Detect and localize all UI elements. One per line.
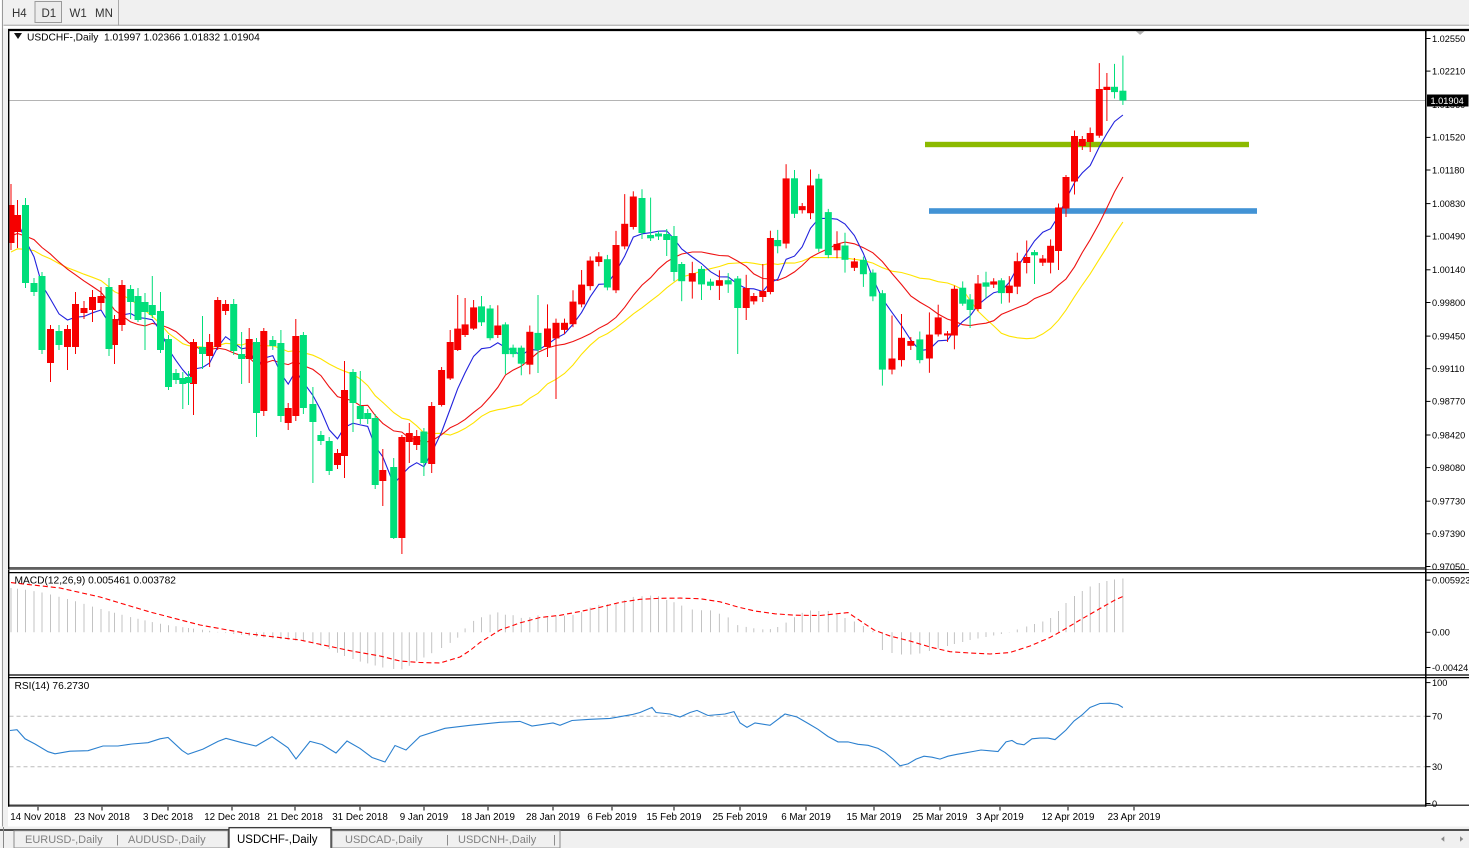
svg-text:23 Nov 2018: 23 Nov 2018 — [74, 812, 130, 823]
svg-text:70: 70 — [1432, 712, 1442, 722]
svg-text:0.005923: 0.005923 — [1432, 575, 1469, 585]
svg-text:1.00490: 1.00490 — [1432, 232, 1465, 242]
svg-text:23 Apr 2019: 23 Apr 2019 — [1108, 812, 1161, 823]
svg-text:1.00830: 1.00830 — [1432, 199, 1465, 209]
svg-text:1.01904: 1.01904 — [1431, 96, 1464, 106]
svg-text:MACD(12,26,9) 0.005461 0.00378: MACD(12,26,9) 0.005461 0.003782 — [15, 576, 177, 587]
svg-text:6 Feb 2019: 6 Feb 2019 — [587, 812, 637, 823]
svg-text:|: | — [116, 834, 119, 846]
svg-text:|: | — [553, 834, 556, 846]
svg-text:12 Dec 2018: 12 Dec 2018 — [204, 812, 260, 823]
svg-text:D1: D1 — [42, 8, 57, 20]
svg-text:6 Mar 2019: 6 Mar 2019 — [781, 812, 831, 823]
svg-text:0.99110: 0.99110 — [1432, 364, 1465, 374]
svg-text:USDCHF-,Daily 1.01997 1.02366: USDCHF-,Daily 1.01997 1.02366 1.01832 1.… — [27, 33, 260, 44]
svg-text:0.00: 0.00 — [1432, 628, 1450, 638]
svg-text:9 Jan 2019: 9 Jan 2019 — [400, 812, 448, 823]
svg-text:25 Mar 2019: 25 Mar 2019 — [912, 812, 967, 823]
svg-text:1.00140: 1.00140 — [1432, 265, 1465, 275]
svg-text:MN: MN — [95, 8, 113, 20]
svg-text:28 Jan 2019: 28 Jan 2019 — [526, 812, 580, 823]
svg-text:1.01180: 1.01180 — [1432, 165, 1465, 175]
svg-text:1.01520: 1.01520 — [1432, 133, 1465, 143]
svg-text:1.02210: 1.02210 — [1432, 66, 1465, 76]
svg-text:|: | — [446, 834, 449, 846]
svg-text:W1: W1 — [70, 8, 87, 20]
svg-text:0.99450: 0.99450 — [1432, 331, 1465, 341]
svg-text:15 Mar 2019: 15 Mar 2019 — [846, 812, 901, 823]
svg-text:14 Nov 2018: 14 Nov 2018 — [10, 812, 66, 823]
svg-text:AUDUSD-,Daily: AUDUSD-,Daily — [128, 834, 206, 846]
svg-text:0.98420: 0.98420 — [1432, 430, 1465, 440]
svg-text:1.02550: 1.02550 — [1432, 34, 1465, 44]
svg-text:30: 30 — [1432, 762, 1442, 772]
svg-text:31 Dec 2018: 31 Dec 2018 — [332, 812, 388, 823]
svg-text:3 Apr 2019: 3 Apr 2019 — [976, 812, 1023, 823]
svg-text:3 Dec 2018: 3 Dec 2018 — [143, 812, 194, 823]
svg-text:15 Feb 2019: 15 Feb 2019 — [646, 812, 701, 823]
svg-text:0.97390: 0.97390 — [1432, 529, 1465, 539]
svg-text:0.98770: 0.98770 — [1432, 397, 1465, 407]
svg-text:0.97730: 0.97730 — [1432, 497, 1465, 507]
svg-text:0.97050: 0.97050 — [1432, 562, 1465, 572]
svg-text:18 Jan 2019: 18 Jan 2019 — [461, 812, 515, 823]
svg-text:12 Apr 2019: 12 Apr 2019 — [1042, 812, 1095, 823]
svg-text:0: 0 — [1432, 799, 1437, 809]
svg-text:EURUSD-,Daily: EURUSD-,Daily — [25, 834, 103, 846]
svg-text:USDCNH-,Daily: USDCNH-,Daily — [458, 834, 537, 846]
svg-text:0.99800: 0.99800 — [1432, 298, 1465, 308]
svg-text:H4: H4 — [12, 8, 27, 20]
svg-text:100: 100 — [1432, 678, 1447, 688]
svg-text:USDCHF-,Daily: USDCHF-,Daily — [237, 834, 318, 846]
svg-text:0.98080: 0.98080 — [1432, 463, 1465, 473]
svg-text:25 Feb 2019: 25 Feb 2019 — [712, 812, 767, 823]
svg-text:USDCAD-,Daily: USDCAD-,Daily — [345, 834, 423, 846]
svg-text:RSI(14) 76.2730: RSI(14) 76.2730 — [15, 681, 90, 692]
svg-text:21 Dec 2018: 21 Dec 2018 — [267, 812, 323, 823]
